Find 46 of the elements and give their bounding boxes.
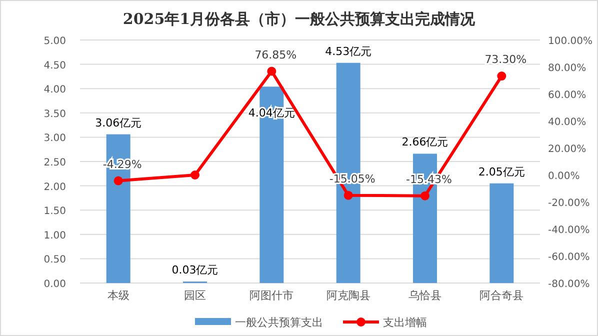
y-tick-label: 0.00 xyxy=(44,279,66,290)
y2-tick-label: 0.00% xyxy=(548,171,580,182)
y-tick-label: 1.00 xyxy=(44,230,66,242)
data-label: 2.66亿元 xyxy=(402,136,448,149)
data-label: 0.03亿元 xyxy=(172,264,218,277)
y-tick-label: 3.50 xyxy=(44,108,66,120)
legend-label: 一般公共预算支出 xyxy=(235,316,323,329)
y-tick-label: 4.50 xyxy=(44,60,66,72)
y2-tick-label: 100.00% xyxy=(548,36,592,47)
x-tick-label: 阿图什市 xyxy=(250,289,294,302)
data-label: 73.30% xyxy=(484,53,527,66)
point xyxy=(190,170,200,180)
y2-tick-label: 80.00% xyxy=(548,63,586,74)
data-label: 76.85% xyxy=(254,48,297,62)
data-label: -15.05% xyxy=(329,172,376,186)
y2-tick-label: -40.00% xyxy=(548,225,590,236)
y-tick-label: 4.00 xyxy=(44,84,66,96)
point xyxy=(114,176,123,186)
y-tick-label: 3.00 xyxy=(44,133,66,144)
x-tick-label: 乌恰县 xyxy=(408,289,442,302)
data-label: 2.05亿元 xyxy=(478,165,525,178)
x-tick-label: 阿克陶县 xyxy=(326,289,370,302)
chart-title: 2025年1月份各县（市）一般公共预算支出完成情况 xyxy=(122,10,476,28)
y-tick-label: 2.50 xyxy=(44,158,66,168)
point xyxy=(497,72,506,81)
y2-tick-label: -60.00% xyxy=(548,252,590,263)
y2-tick-label: -20.00% xyxy=(548,198,590,209)
x-tick-label: 园区 xyxy=(184,289,206,302)
y2-tick-label: 20.00% xyxy=(548,144,586,155)
point xyxy=(344,190,353,200)
y-tick-label: 1.50 xyxy=(44,206,66,218)
y2-tick-label: 60.00% xyxy=(548,90,586,101)
data-label: 3.06亿元 xyxy=(95,116,142,130)
data-label: 4.53亿元 xyxy=(325,44,372,58)
x-tick-label: 阿合奇县 xyxy=(480,289,524,302)
point xyxy=(267,66,276,76)
y2-tick-label: -80.00% xyxy=(548,279,590,290)
y-tick-label: 0.50 xyxy=(44,254,66,266)
x-tick-label: 本级 xyxy=(107,289,130,302)
bar xyxy=(490,183,514,283)
y-tick-label: 5.00 xyxy=(44,36,66,47)
y2-tick-label: 40.00% xyxy=(548,117,586,128)
data-label: -15.43% xyxy=(406,172,452,186)
legend-label: 支出增幅 xyxy=(383,316,427,329)
y-tick-label: 2.00 xyxy=(44,182,66,193)
point xyxy=(420,191,430,200)
